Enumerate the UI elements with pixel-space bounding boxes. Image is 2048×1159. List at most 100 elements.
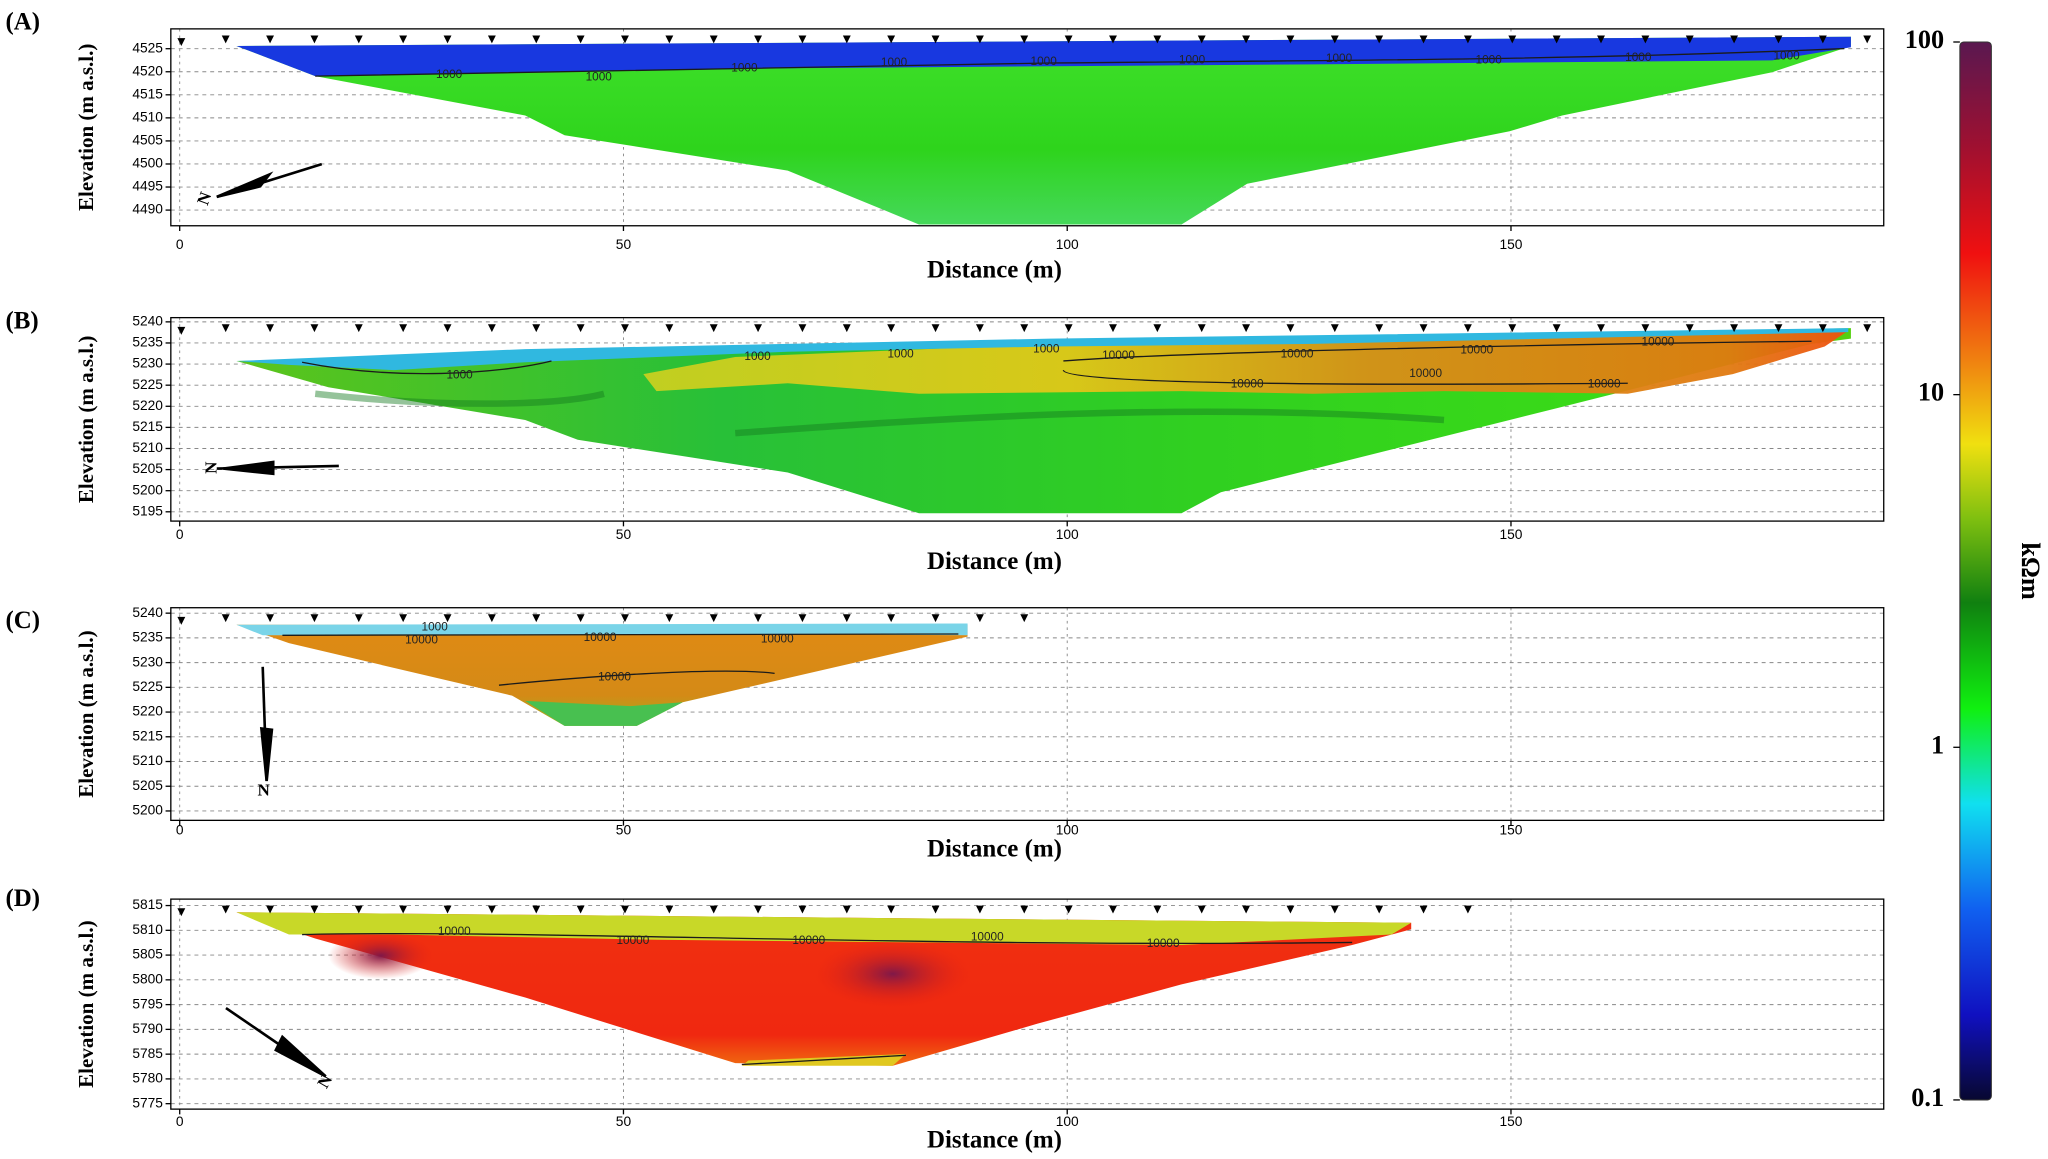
electrode — [842, 324, 851, 333]
y-tick-label: 5775 — [132, 1095, 163, 1110]
electrode — [1330, 905, 1339, 914]
x-tick-label: 0 — [176, 237, 184, 252]
electrode — [221, 614, 230, 623]
electrode — [665, 905, 674, 914]
electrode — [1286, 905, 1295, 914]
electrode — [709, 905, 718, 914]
x-axis-label: Distance (m) — [927, 256, 1062, 283]
y-tick-label: 4520 — [132, 63, 163, 78]
electrode — [1020, 324, 1029, 333]
north-label: N — [202, 461, 221, 474]
electrode — [1597, 324, 1605, 333]
electrode — [266, 614, 274, 623]
electrode — [1064, 35, 1073, 44]
electrode — [177, 326, 186, 335]
electrode — [1685, 324, 1694, 333]
contour-line — [282, 633, 959, 686]
electrode — [975, 614, 984, 623]
contour-line — [302, 932, 1353, 1066]
y-tick-label: 5240 — [132, 314, 163, 329]
x-tick-label: 50 — [616, 1114, 632, 1129]
contour-label: 10000 — [616, 933, 649, 947]
electrode — [1419, 905, 1428, 914]
electrode — [709, 614, 718, 623]
y-tick-label: 4495 — [132, 179, 163, 194]
electrode — [665, 614, 674, 623]
electrode — [709, 324, 718, 333]
y-axis-label: Elevation (m a.s.l.) — [74, 44, 98, 211]
electrode — [887, 614, 896, 623]
electrode — [399, 614, 408, 623]
x-tick-label: 150 — [1499, 822, 1522, 837]
y-tick-label: 4490 — [132, 202, 163, 217]
y-tick-label: 5225 — [132, 679, 163, 694]
x-axis-label: Distance (m) — [927, 548, 1062, 575]
electrode — [443, 614, 452, 623]
x-tick-label: 0 — [176, 527, 184, 542]
electrode — [1286, 324, 1295, 333]
x-axis-label: Distance (m) — [927, 1127, 1062, 1154]
contour-label: 10000 — [405, 633, 438, 647]
contour-label: 1000 — [1179, 53, 1206, 67]
x-tick-label: 50 — [616, 822, 632, 837]
section-a — [236, 36, 1851, 225]
y-tick-label: 5800 — [132, 971, 163, 986]
electrode — [1863, 35, 1872, 44]
electrode — [266, 905, 274, 914]
y-tick-label: 5210 — [132, 753, 163, 768]
electrode — [1375, 35, 1384, 44]
contour-label: 10000 — [438, 924, 471, 938]
very-high-zone — [813, 939, 972, 1009]
contour-line — [315, 47, 1845, 77]
electrode — [399, 324, 408, 333]
electrode — [354, 614, 363, 623]
plot-border — [170, 898, 1885, 1110]
y-tick-label: 5205 — [132, 461, 163, 476]
y-tick-label: 4525 — [132, 40, 163, 55]
electrode — [842, 614, 851, 623]
electrode — [621, 905, 629, 914]
contour-label: 1000 — [887, 347, 914, 361]
electrode — [532, 324, 541, 333]
electrode — [1730, 35, 1739, 44]
electrode — [887, 35, 896, 44]
electrode — [1774, 324, 1783, 333]
y-tick-label: 5200 — [132, 482, 163, 497]
section-b — [236, 328, 1851, 514]
electrode — [266, 35, 274, 44]
electrode — [1153, 324, 1162, 333]
electrode — [798, 324, 807, 333]
y-tick-label: 4500 — [132, 156, 163, 171]
y-tick-label: 5790 — [132, 1021, 163, 1036]
electrode — [665, 324, 674, 333]
y-axis-label: Elevation (m a.s.l.) — [74, 920, 98, 1087]
electrode — [1020, 905, 1029, 914]
electrode — [1330, 324, 1339, 333]
y-tick-label: 5205 — [132, 778, 163, 793]
electrode — [532, 35, 541, 44]
y-tick-label: 5240 — [132, 605, 163, 620]
electrode — [576, 614, 585, 623]
electrode — [887, 905, 896, 914]
panel-label: (D) — [5, 885, 40, 912]
contour-label: 1000 — [731, 60, 758, 74]
colorbar — [1959, 41, 1992, 1101]
electrode — [576, 324, 585, 333]
y-tick-label: 5785 — [132, 1046, 163, 1061]
electrode — [842, 35, 851, 44]
electrode — [1508, 35, 1517, 44]
electrode — [1641, 35, 1650, 44]
contour-label: 1000 — [446, 368, 473, 382]
electrode — [266, 324, 274, 333]
low-resistivity-zone — [525, 700, 683, 726]
electrode — [887, 324, 896, 333]
low-resistivity-zone — [236, 36, 1851, 77]
y-tick-label: 5195 — [132, 503, 163, 518]
y-tick-label: 4515 — [132, 86, 163, 101]
electrode — [842, 905, 851, 914]
shading — [314, 390, 1445, 437]
contour-label: 10000 — [761, 631, 794, 645]
electrode — [1020, 35, 1029, 44]
contour-labels: 1000 1000 1000 1000 1000 1000 1000 1000 … — [405, 49, 1800, 950]
